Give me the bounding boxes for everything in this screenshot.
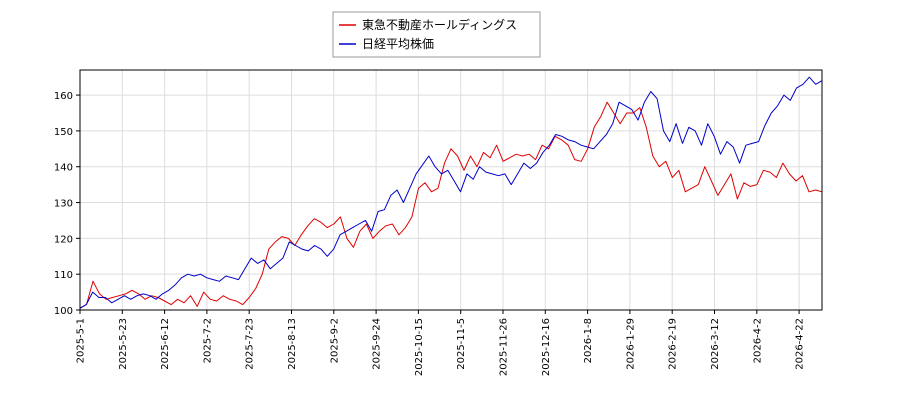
x-tick-label: 2026-1-8 — [583, 318, 594, 363]
y-tick-label: 150 — [54, 127, 73, 138]
x-tick-label: 2025-8-13 — [287, 318, 298, 370]
y-tick-label: 100 — [54, 306, 73, 317]
legend-label-series-1: 東急不動産ホールディングス — [362, 17, 517, 32]
x-tick-label: 2025-11-26 — [499, 318, 510, 376]
x-tick-label: 2025-6-12 — [160, 318, 171, 370]
plot-frame — [79, 69, 823, 311]
series-line-1 — [79, 101, 823, 309]
x-tick-label: 2026-2-19 — [668, 318, 679, 370]
x-tick-label: 2025-9-2 — [329, 318, 340, 363]
x-tick-label: 2025-12-16 — [541, 318, 552, 376]
x-tick-label: 2025-5-23 — [118, 318, 129, 370]
x-tick-label: 2025-11-5 — [456, 318, 467, 370]
series-lines — [79, 76, 823, 309]
y-tick-label: 120 — [54, 234, 73, 245]
legend-label-series-2: 日経平均株価 — [362, 36, 434, 51]
x-axis-ticks: 2025-5-1 2025-5-23 2025-6-12 2025-7-2 2025-7… — [76, 310, 806, 376]
y-tick-label: 130 — [54, 199, 73, 210]
y-tick-label: 140 — [54, 163, 73, 174]
x-tick-label: 2025-7-23 — [245, 318, 256, 370]
x-tick-label: 2026-4-22 — [795, 318, 806, 370]
x-tick-label: 2025-10-15 — [414, 318, 425, 376]
x-tick-label: 2026-3-12 — [710, 318, 721, 370]
x-tick-label: 2025-7-2 — [202, 318, 213, 363]
x-tick-label: 2026-1-29 — [625, 318, 636, 370]
y-tick-label: 160 — [54, 91, 73, 102]
grid — [79, 70, 822, 311]
x-tick-label: 2025-9-24 — [372, 318, 383, 370]
legend-box — [332, 11, 541, 58]
y-tick-label: 110 — [54, 270, 73, 281]
legend: 東急不動産ホールディングス 日経平均株価 — [332, 11, 541, 58]
series-line-2 — [79, 76, 823, 309]
x-tick-label: 2025-5-1 — [76, 318, 87, 363]
y-axis-ticks: 100 110 120 130 140 150 160 — [54, 91, 80, 317]
x-tick-label: 2026-4-2 — [752, 318, 763, 363]
